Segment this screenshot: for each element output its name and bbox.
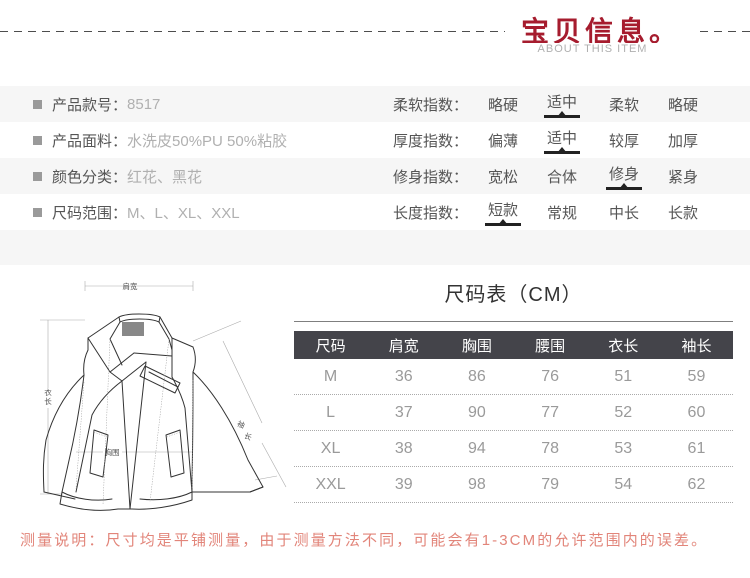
svg-text:长: 长 <box>44 396 52 406</box>
svg-text:肩宽: 肩宽 <box>123 281 138 291</box>
svg-text:长: 长 <box>243 430 254 442</box>
svg-text:衣: 衣 <box>44 387 52 397</box>
svg-text:袖: 袖 <box>236 418 247 430</box>
